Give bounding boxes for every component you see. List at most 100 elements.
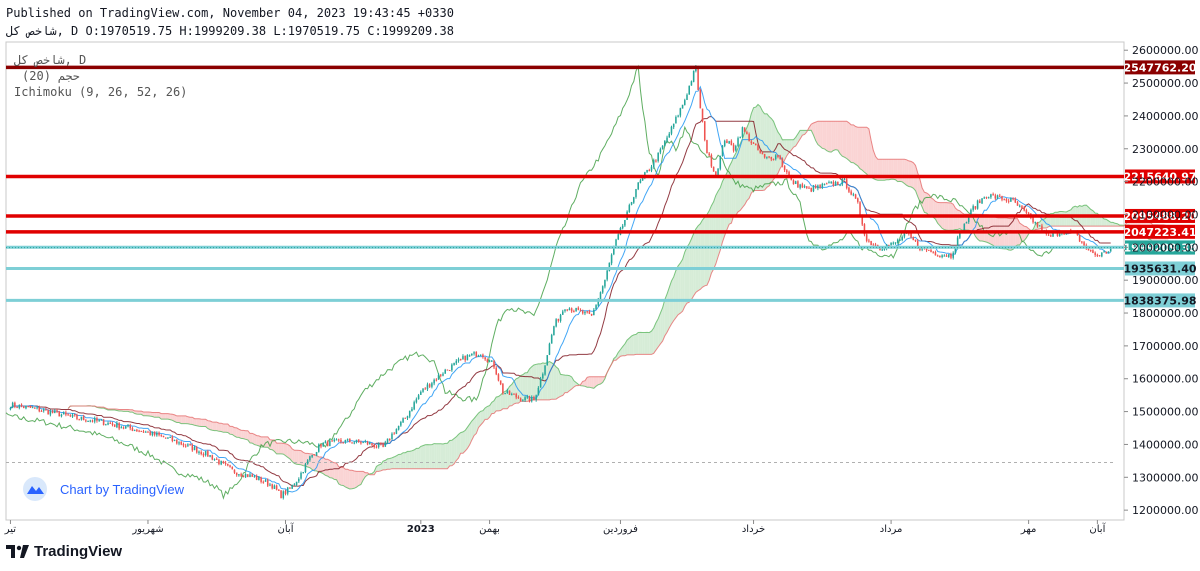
candle-body (49, 411, 52, 415)
candle-body (550, 335, 553, 344)
cloud-segment (174, 414, 177, 423)
level-price-label: 1838375.98 (1123, 294, 1196, 307)
cloud-segment (848, 122, 852, 163)
candle-body (479, 354, 482, 356)
candle-body (819, 185, 821, 188)
time-tick-label: مهر (1020, 524, 1036, 535)
watermark-text: Chart by TradingView (60, 482, 185, 497)
candle-body (14, 402, 16, 407)
price-tick-label: 2200000.00 (1132, 176, 1198, 189)
cloud-segment (440, 443, 443, 469)
candle-body (475, 352, 478, 357)
candle-body (1025, 210, 1028, 213)
candle-body (113, 424, 116, 427)
cloud-segment (252, 433, 255, 445)
candle-body (635, 189, 637, 197)
candle-body (825, 183, 828, 185)
candle-body (692, 70, 695, 82)
cloud-segment (485, 406, 488, 420)
cloud-segment (505, 390, 508, 409)
cloud-segment (826, 121, 829, 152)
candle-body (857, 198, 859, 202)
candle-body (1089, 250, 1092, 252)
cloud-segment (560, 374, 563, 397)
candle-body (131, 428, 134, 431)
cloud-segment (931, 197, 934, 218)
cloud-segment (250, 433, 253, 444)
candle-body (606, 270, 608, 280)
candle-body (264, 480, 267, 482)
cloud-segment (496, 396, 499, 411)
symbol-ohlc-line: شاخص کل, D O:1970519.75 H:1999209.38 L:1… (6, 24, 454, 38)
candle-body (344, 439, 347, 443)
candle-body (774, 155, 777, 160)
time-axis: تیر شهریور آبان 2023 بهمن فروردین خرداد مرداد مه… (4, 520, 1107, 535)
level-price-label: 2095488.20 (1123, 210, 1196, 223)
cloud-segment (591, 376, 594, 389)
candle-body (109, 422, 112, 424)
candle-body (204, 451, 207, 456)
legend-symbol: شاخص کل, D (14, 53, 86, 68)
cloud-segment (207, 420, 211, 430)
candle-body (306, 460, 309, 464)
candle-body (617, 234, 620, 240)
cloud-segment (986, 214, 989, 243)
candle-body (1034, 221, 1037, 223)
tradingview-brand[interactable]: TradingView (6, 543, 122, 560)
candle-body (679, 108, 682, 116)
candle-body (581, 310, 584, 314)
price-tick-label: 2000000.00 (1132, 241, 1198, 254)
candle-body (164, 437, 167, 439)
cloud-segment (917, 172, 920, 202)
cloud-segment (225, 424, 228, 433)
candle-body (156, 433, 158, 436)
cloud-segment (163, 413, 166, 420)
candle-body (313, 454, 316, 456)
candle-body (601, 286, 604, 293)
cloud-segment (340, 467, 344, 486)
candle-body (495, 367, 498, 375)
candle-body (542, 374, 544, 379)
price-tick-label: 1900000.00 (1132, 274, 1198, 287)
cloud-segment (234, 427, 237, 438)
cloud-segment (192, 417, 195, 426)
cloud-segment (325, 459, 328, 477)
cloud-segment (500, 392, 503, 411)
legend-volume: حجم (20) (22, 69, 80, 83)
candle-body (837, 181, 839, 185)
candle-body (843, 178, 846, 180)
candle-body (1027, 212, 1030, 214)
cloud-segment (442, 443, 446, 469)
candle-body (82, 416, 85, 421)
cloud-segment (185, 415, 188, 424)
cloud-segment (766, 113, 770, 188)
candle-body (522, 400, 524, 402)
cloud-segment (860, 127, 863, 171)
candle-body (1032, 217, 1034, 223)
cloud-segment (449, 440, 452, 466)
candle-body (710, 154, 713, 167)
cloud-segment (405, 451, 408, 469)
cloud-segment (782, 139, 785, 166)
cloud-segment (345, 469, 348, 488)
cloud-segment (755, 104, 758, 191)
candle-body (770, 157, 773, 160)
cloud-segment (201, 419, 204, 427)
candle-body (242, 475, 245, 477)
candle-body (282, 491, 285, 498)
candle-body (388, 438, 391, 440)
candle-body (36, 407, 38, 409)
cloud-segment (518, 375, 521, 404)
cloud-segment (689, 239, 692, 303)
candle-body (579, 309, 582, 311)
candle-body (428, 384, 431, 387)
tradingview-watermark[interactable]: Chart by TradingView (23, 477, 185, 501)
cloud-segment (525, 372, 528, 402)
candle-body (539, 378, 542, 388)
cloud-segment (551, 362, 554, 400)
candle-body (129, 425, 131, 429)
level-price-label: 2547762.20 (1123, 61, 1196, 74)
cloud-segment (289, 445, 293, 462)
cloud-segment (236, 427, 239, 438)
